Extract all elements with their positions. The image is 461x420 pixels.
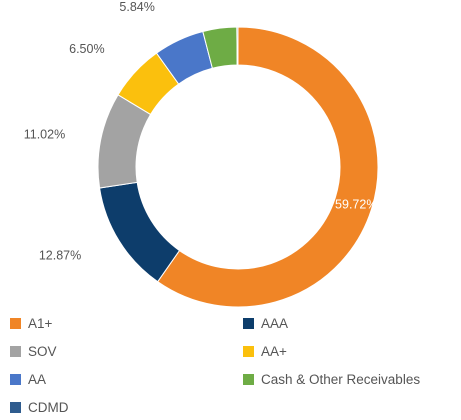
- legend-label: AA+: [261, 343, 287, 359]
- data-label-aaa: 12.87%: [39, 249, 81, 263]
- legend-swatch: [243, 317, 254, 329]
- legend-item-cdmd: CDMD: [10, 397, 69, 417]
- legend-swatch: [243, 373, 254, 385]
- legend-label: AA: [28, 371, 47, 387]
- legend-item-a1plus: A1+: [10, 313, 52, 333]
- data-label-aa: 5.84%: [119, 0, 154, 14]
- data-label-aaplus: 6.50%: [69, 42, 104, 56]
- legend-item-sov: SOV: [10, 341, 57, 361]
- legend-swatch: [10, 373, 21, 385]
- legend-swatch: [10, 401, 21, 413]
- legend-label: CDMD: [28, 399, 69, 415]
- data-labels: 59.72%12.87%11.02%6.50%5.84%3.91%0.13%: [24, 0, 378, 263]
- data-label-sov: 11.02%: [24, 127, 65, 141]
- legend-swatch: [243, 345, 254, 357]
- legend-label: Cash & Other Receivables: [261, 371, 421, 387]
- legend-item-aaplus: AA+: [243, 341, 287, 361]
- legend-item-cash: Cash & Other Receivables: [243, 369, 420, 389]
- slice-a1plus: [156, 26, 379, 308]
- donut-slices: [97, 26, 379, 308]
- chart-legend: A1+ AAA SOV AA+ AA Cash & Other Receivab…: [0, 310, 461, 420]
- legend-item-aaa: AAA: [243, 313, 288, 333]
- legend-swatch: [10, 317, 21, 329]
- legend-label: SOV: [28, 343, 57, 359]
- legend-label: AAA: [261, 315, 289, 331]
- data-label-a1plus: 59.72%: [335, 197, 377, 211]
- legend-label: A1+: [28, 315, 53, 331]
- slice-cdmd: [236, 26, 239, 66]
- donut-chart: 59.72%12.87%11.02%6.50%5.84%3.91%0.13%: [24, 0, 379, 308]
- legend-item-aa: AA: [10, 369, 46, 389]
- slice-aaa: [99, 181, 181, 283]
- legend-swatch: [10, 345, 21, 357]
